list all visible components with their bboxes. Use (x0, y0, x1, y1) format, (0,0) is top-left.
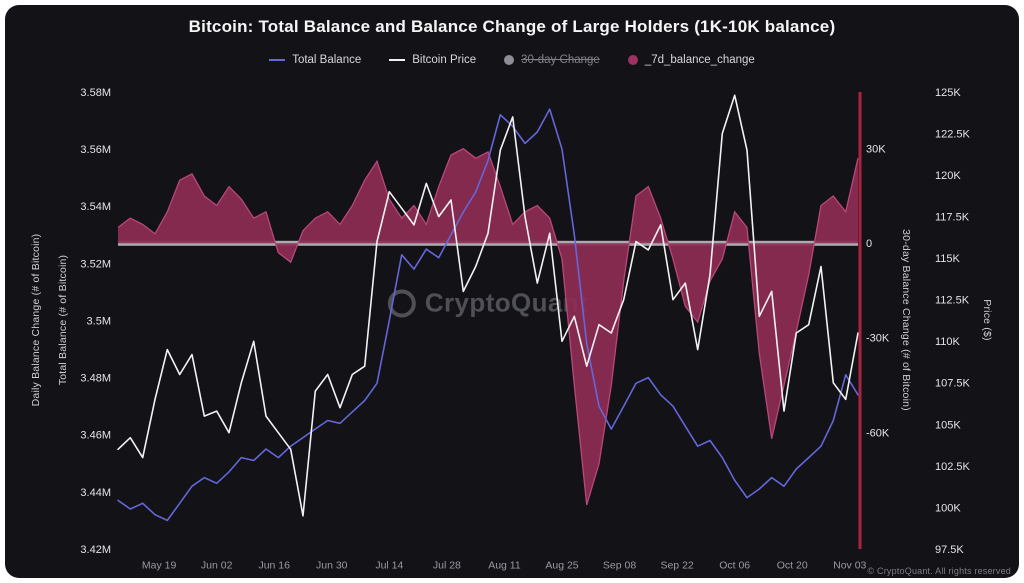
chart-title: Bitcoin: Total Balance and Balance Chang… (188, 17, 836, 36)
line-series-bitcoin-price (117, 94, 859, 517)
balance-tick-label: 3.58M (80, 87, 111, 99)
legend-item-total-balance[interactable]: Total Balance (269, 54, 361, 66)
copyright-notice: © CryptoQuant. All rights reserved (867, 566, 1011, 576)
x-tick-label: Jun 16 (258, 560, 290, 572)
x-tick-label: Jun 02 (201, 560, 233, 572)
balance-tick-label: 3.56M (80, 144, 111, 156)
balance-tick-label: 3.42M (80, 544, 111, 556)
price-tick-label: 102.5K (935, 461, 971, 473)
change-tick-label: 30K (866, 144, 886, 156)
legend-item-30-day-change[interactable]: 30-day Change (504, 54, 600, 66)
watermark: CryptoQuant (387, 287, 589, 319)
price-tick-label: 100K (935, 502, 961, 514)
legend-label: _7d_balance_change (644, 54, 755, 66)
x-tick-label: Oct 20 (777, 560, 808, 572)
legend-item-bitcoin-price[interactable]: Bitcoin Price (389, 54, 476, 66)
balance-tick-label: 3.52M (80, 258, 111, 270)
balance-tick-label: 3.44M (80, 487, 111, 499)
price-tick-label: 120K (935, 170, 961, 182)
axis-title-total-balance: Total Balance (# of Bitcoin) (57, 254, 69, 386)
legend-swatch-line (389, 59, 406, 61)
axis-title-30day-balance-change: 30-day Balance Change (# of Bitcoin) (900, 229, 912, 411)
legend-swatch-line (269, 59, 286, 61)
x-tick-label: Jul 14 (375, 560, 403, 572)
area-series-7d-balance-change (118, 148, 858, 505)
price-tick-label: 122.5K (935, 128, 971, 140)
line-series-total-balance (117, 108, 859, 522)
cryptoquant-logo-icon (387, 289, 416, 317)
legend: Total Balance Bitcoin Price 30-day Change _… (0, 54, 1024, 66)
legend-label: Total Balance (292, 54, 362, 66)
legend-swatch-circle (504, 55, 515, 65)
axis-title-price: Price ($) (981, 299, 993, 341)
watermark-text: CryptoQuant (424, 287, 589, 318)
legend-item-7d-balance-change[interactable]: _7d_balance_change (627, 54, 755, 66)
chart-card (5, 5, 1019, 578)
price-tick-label: 115K (935, 253, 961, 265)
x-tick-label: Nov 03 (833, 560, 866, 572)
x-tick-label: Jul 28 (433, 560, 461, 572)
x-tick-label: Sep 22 (660, 560, 693, 572)
area-edge-7d-balance-change (117, 147, 859, 506)
balance-tick-label: 3.46M (80, 430, 111, 442)
price-tick-label: 117.5K (935, 211, 970, 223)
legend-label: Bitcoin Price (412, 54, 477, 66)
x-tick-label: May 19 (142, 560, 177, 572)
change-tick-label: 0 (866, 238, 872, 250)
price-tick-label: 112.5K (935, 295, 970, 307)
x-tick-label: Oct 06 (719, 560, 750, 572)
legend-swatch-circle (627, 55, 638, 65)
axis-title-daily-balance-change: Daily Balance Change (# of Bitcoin) (30, 233, 42, 407)
change-tick-label: -30K (866, 333, 890, 345)
price-tick-label: 107.5K (935, 378, 971, 390)
price-tick-label: 110K (935, 336, 961, 348)
price-tick-label: 97.5K (935, 544, 964, 556)
balance-tick-label: 3.5M (87, 315, 111, 327)
x-tick-label: Sep 08 (603, 560, 636, 572)
price-tick-label: 105K (935, 419, 961, 431)
balance-tick-label: 3.54M (80, 201, 111, 213)
x-tick-label: Jun 30 (316, 560, 348, 572)
change-tick-label: -60K (866, 427, 890, 439)
x-tick-label: Aug 11 (488, 560, 521, 572)
balance-tick-label: 3.48M (80, 372, 111, 384)
x-tick-label: Aug 25 (545, 560, 578, 572)
price-tick-label: 125K (935, 87, 961, 99)
legend-label: 30-day Change (521, 54, 600, 66)
